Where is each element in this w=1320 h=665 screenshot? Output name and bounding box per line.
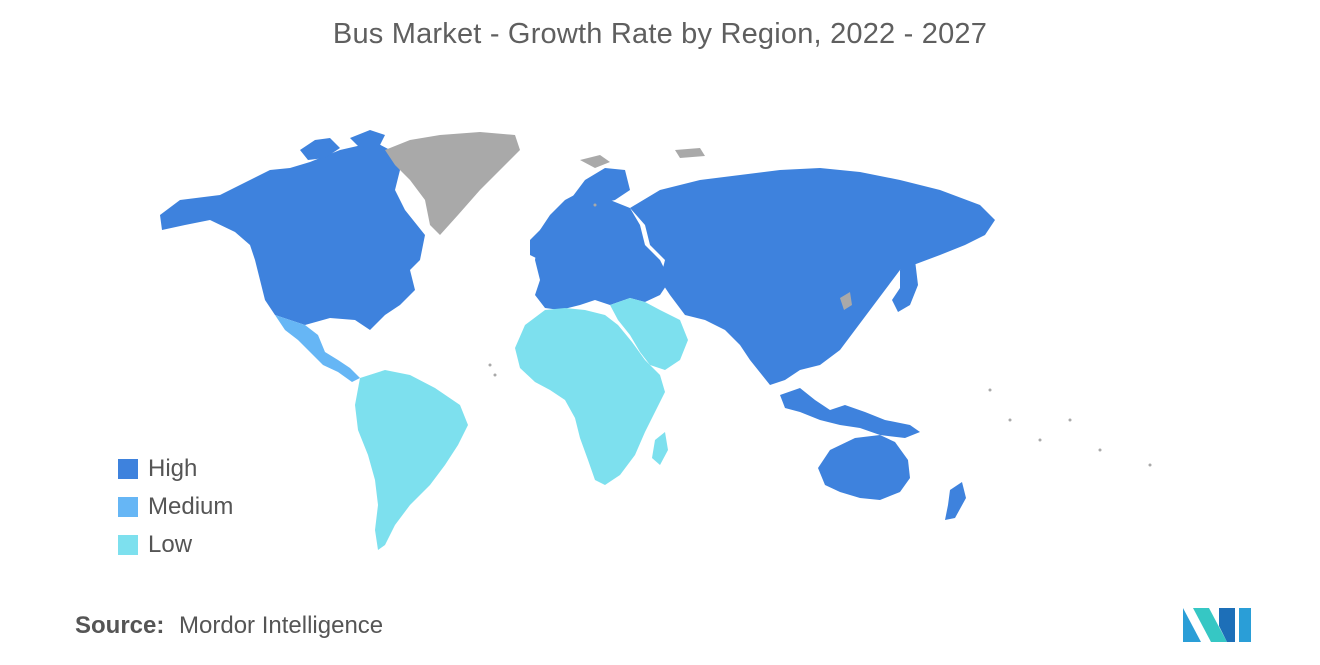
region-middle-east — [610, 298, 688, 370]
region-canada-islands — [300, 130, 385, 160]
legend-item-low: Low — [118, 526, 233, 564]
source-label: Source: — [75, 612, 165, 639]
region-south-america — [355, 370, 468, 550]
island-dot — [1038, 438, 1042, 442]
source-note: Source: Mordor Intelligence — [75, 612, 383, 640]
legend-label-high: High — [148, 455, 198, 482]
island-dot — [1008, 418, 1012, 422]
region-svalbard — [675, 148, 705, 158]
island-dot — [1068, 418, 1072, 422]
region-new-zealand — [945, 482, 966, 520]
logo-shape-right — [1219, 608, 1235, 642]
region-russia-asia — [630, 168, 995, 385]
region-uk — [530, 228, 548, 260]
region-korea — [840, 292, 852, 310]
logo-shape-middle — [1193, 608, 1227, 642]
source-text: Mordor Intelligence — [179, 612, 384, 639]
legend-item-high: High — [118, 450, 233, 488]
legend-swatch-high — [118, 459, 138, 479]
region-southeast-asia — [780, 388, 920, 438]
region-mexico-central-america — [275, 315, 360, 382]
legend: High Medium Low — [118, 450, 233, 564]
mordor-intelligence-logo — [1183, 608, 1251, 642]
island-dot — [1098, 448, 1102, 452]
logo-shape-left — [1183, 608, 1201, 642]
region-greenland — [385, 132, 520, 235]
world-map — [160, 130, 1152, 550]
island-dot — [493, 373, 497, 377]
island-dot — [593, 203, 597, 207]
island-dot — [988, 388, 992, 392]
island-dot — [488, 363, 492, 367]
region-europe — [535, 192, 670, 310]
legend-swatch-medium — [118, 497, 138, 517]
region-africa — [515, 308, 665, 485]
legend-swatch-low — [118, 535, 138, 555]
region-scandinavia — [570, 168, 630, 210]
legend-label-medium: Medium — [148, 493, 234, 520]
region-madagascar — [652, 432, 668, 465]
logo-bar — [1239, 608, 1251, 642]
region-australia — [818, 435, 910, 500]
region-svalbard — [580, 155, 610, 168]
region-north-america — [160, 142, 425, 330]
chart-title: Bus Market - Growth Rate by Region, 2022… — [332, 18, 988, 50]
island-dot — [1148, 463, 1152, 467]
legend-label-low: Low — [148, 531, 193, 558]
legend-item-medium: Medium — [118, 488, 233, 526]
region-japan — [892, 260, 918, 312]
